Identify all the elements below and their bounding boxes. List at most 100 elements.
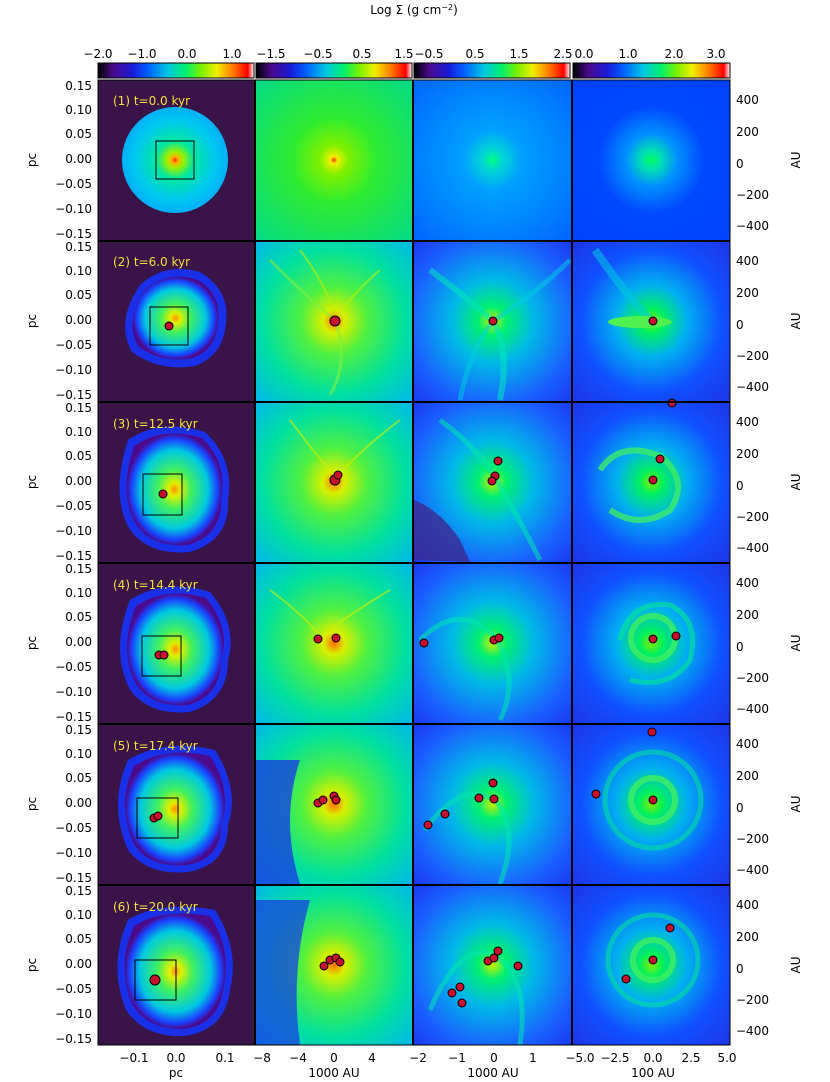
bottom-axis-label: pc — [169, 1066, 183, 1080]
sink-particle — [648, 795, 658, 805]
bottom-tick: −4 — [289, 1051, 307, 1065]
left-tick: 0.05 — [65, 127, 92, 141]
left-tick: 0.10 — [65, 586, 92, 600]
colorbar-4-tick: 0.0 — [574, 47, 593, 61]
right-axis-label: AU — [789, 796, 803, 813]
right-tick: 400 — [736, 93, 759, 107]
bottom-tick: 0 — [330, 1051, 338, 1065]
sink-particle — [419, 638, 429, 648]
bottom-axis-3: −2 −1 0 1 1000 AU — [409, 1051, 537, 1080]
row-5 — [98, 724, 730, 885]
row-4 — [98, 563, 730, 723]
row-2 — [98, 241, 730, 401]
sink-particle — [313, 634, 323, 644]
sink-particle — [333, 470, 343, 480]
left-tick: −0.05 — [55, 338, 92, 352]
sink-particle — [487, 476, 497, 486]
sink-particle — [494, 633, 504, 643]
panel-4-2 — [256, 563, 412, 723]
left-tick: −0.05 — [55, 660, 92, 674]
left-tick: 0.00 — [65, 313, 92, 327]
bottom-tick: 0.1 — [215, 1051, 234, 1065]
sink-particle — [319, 961, 329, 971]
colorbar-4-tick: 3.0 — [706, 47, 725, 61]
bottom-axis-4: −5.0 −2.5 0.0 2.5 5.0 100 AU — [565, 1051, 736, 1080]
sink-particle — [153, 811, 163, 821]
bottom-axis-1: −0.1 0.0 0.1 pc — [119, 1051, 234, 1080]
colorbar-1: −2.0 −1.0 0.0 1.0 — [83, 47, 255, 79]
sink-particle — [648, 316, 658, 326]
left-tick: 0.10 — [65, 908, 92, 922]
sink-particle — [489, 794, 499, 804]
right-tick: 400 — [736, 737, 759, 751]
right-tick: 0 — [736, 479, 744, 493]
left-tick: −0.10 — [55, 202, 92, 216]
right-tick: 200 — [736, 608, 759, 622]
sink-particle — [621, 974, 631, 984]
right-tick: 200 — [736, 930, 759, 944]
row-6-label: (6) t=20.0 kyr — [113, 900, 198, 914]
left-tick: 0.00 — [65, 152, 92, 166]
left-axis-row-5: 0.15 0.10 0.05 0.00 −0.05 −0.10 −0.15 — [55, 723, 92, 885]
left-tick: 0.15 — [65, 401, 92, 415]
left-tick: 0.10 — [65, 425, 92, 439]
right-tick: 0 — [736, 962, 744, 976]
colorbar-1-tick: 1.0 — [222, 47, 241, 61]
left-axis-label: pc — [25, 153, 39, 167]
sink-particle — [665, 923, 675, 933]
right-tick: −400 — [736, 863, 769, 877]
left-tick: 0.05 — [65, 288, 92, 302]
sink-particle — [423, 820, 433, 830]
panel-1-2 — [256, 80, 412, 240]
left-axis-label: pc — [25, 797, 39, 811]
colorbar-3-tick: −0.5 — [414, 47, 443, 61]
right-axis-labels: AU AU AU AU AU AU — [789, 152, 803, 974]
right-tick: 200 — [736, 286, 759, 300]
right-axis-row-4: 400 200 0 −200 −400 — [736, 576, 769, 716]
left-tick: −0.10 — [55, 363, 92, 377]
left-tick: −0.15 — [55, 227, 92, 241]
sink-particle — [440, 809, 450, 819]
sink-particle — [648, 475, 658, 485]
bottom-tick: 0.0 — [166, 1051, 185, 1065]
right-axis-label: AU — [789, 635, 803, 652]
right-tick: 200 — [736, 447, 759, 461]
left-tick: −0.10 — [55, 1007, 92, 1021]
right-axis-row-3: 400 200 0 −200 −400 — [736, 415, 769, 555]
left-tick: −0.15 — [55, 388, 92, 402]
left-axis-row-4: 0.15 0.10 0.05 0.00 −0.05 −0.10 −0.15 — [55, 562, 92, 724]
sink-particle — [648, 955, 658, 965]
bottom-tick: 2.5 — [681, 1051, 700, 1065]
sink-particle — [158, 489, 168, 499]
left-axis-row-1: 0.15 0.10 0.05 0.00 −0.05 −0.10 −0.15 — [55, 79, 92, 241]
bottom-axis-2: −8 −4 0 4 1000 AU — [253, 1051, 376, 1080]
bottom-tick: 0 — [490, 1051, 498, 1065]
sink-particle — [513, 961, 523, 971]
bottom-tick: −2 — [409, 1051, 427, 1065]
left-tick: 0.05 — [65, 932, 92, 946]
colorbar-2-tick: −1.5 — [256, 47, 285, 61]
sink-particle — [331, 795, 341, 805]
sink-particle — [488, 316, 498, 326]
sink-particle — [335, 957, 345, 967]
bottom-tick: 1 — [529, 1051, 537, 1065]
right-tick: −400 — [736, 541, 769, 555]
bottom-tick: −5.0 — [565, 1051, 594, 1065]
colorbar-2-tick: 1.5 — [394, 47, 413, 61]
right-tick: 0 — [736, 801, 744, 815]
right-axis-row-1: 400 200 0 −200 −400 — [736, 93, 769, 233]
sink-particle — [318, 795, 328, 805]
sink-particle — [447, 988, 457, 998]
bottom-axis-label: 1000 AU — [308, 1066, 359, 1080]
right-axis-label: AU — [789, 957, 803, 974]
sink-particle — [455, 982, 465, 992]
row-6 — [98, 885, 730, 1046]
left-tick: −0.05 — [55, 177, 92, 191]
panel-5-3 — [414, 724, 571, 884]
row-3 — [98, 398, 730, 562]
right-tick: 200 — [736, 125, 759, 139]
colorbar-3-tick: 2.5 — [553, 47, 572, 61]
sink-particle — [647, 727, 657, 737]
sink-particle — [493, 946, 503, 956]
